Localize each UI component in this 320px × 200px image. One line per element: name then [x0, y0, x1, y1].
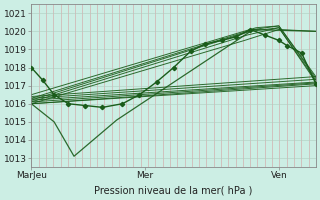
X-axis label: Pression niveau de la mer( hPa ): Pression niveau de la mer( hPa ) — [94, 186, 253, 196]
